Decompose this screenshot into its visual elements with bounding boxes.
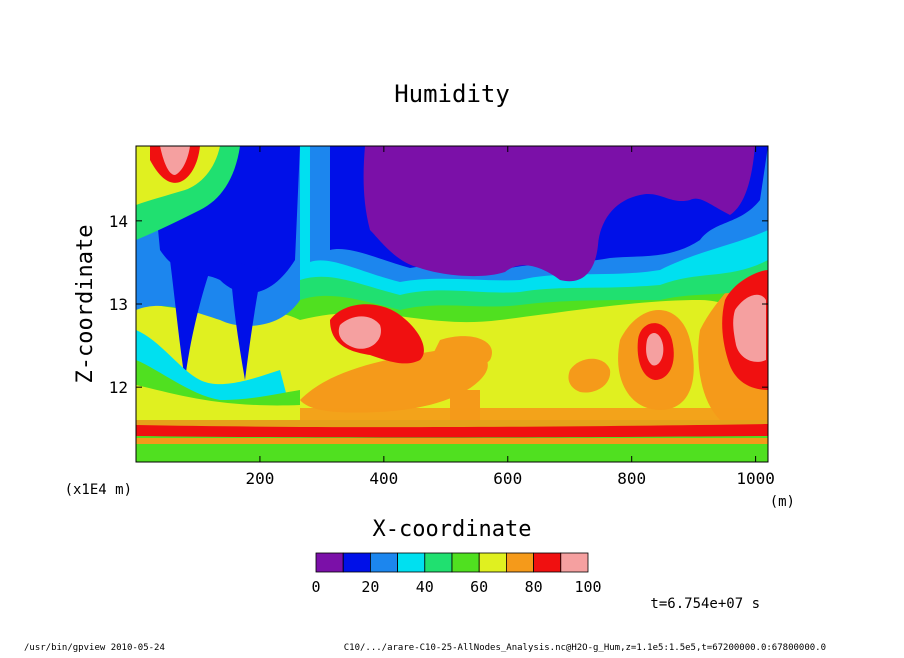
y-axis-label: Z-coordinate <box>73 225 98 384</box>
x-tick-label: 600 <box>493 469 522 488</box>
y-tick-label: 14 <box>109 212 128 231</box>
colorbar-swatch <box>342 552 371 573</box>
contour-band-orange <box>430 336 492 375</box>
y-tick-label: 12 <box>109 378 128 397</box>
footer-right: C10/.../arare-C10-25-AllNodes_Analysis.n… <box>344 643 826 653</box>
colorbar-tick-label: 20 <box>361 578 379 596</box>
contour-band-orange <box>568 358 611 393</box>
x-axis-label: X-coordinate <box>373 517 532 542</box>
colorbar-tick-label: 0 <box>311 578 320 596</box>
colorbar-tick-label: 80 <box>525 578 543 596</box>
colorbar-swatch <box>478 552 507 573</box>
colorbar-swatch <box>533 552 562 573</box>
y-scale-note: (x1E4 m) <box>65 482 132 498</box>
y-tick-label: 13 <box>109 295 128 314</box>
colorbar-tick-label: 100 <box>574 578 601 596</box>
contour-band-pink <box>733 294 766 362</box>
contour-band-red <box>136 424 768 438</box>
colorbar-swatch <box>451 552 480 573</box>
x-tick-label: 800 <box>617 469 646 488</box>
x-tick-label: 200 <box>245 469 274 488</box>
contour-band-pink <box>160 146 190 175</box>
contour-band-blue <box>170 260 210 380</box>
contour-band-yellow <box>136 385 300 420</box>
colorbar-swatch <box>315 552 344 573</box>
contour-band-pink <box>646 333 664 366</box>
colorbar-tick-label: 40 <box>416 578 434 596</box>
contour-band-pink <box>338 316 381 349</box>
contour-band-green <box>136 444 768 462</box>
footer-left: /usr/bin/gpview 2010-05-24 <box>24 643 165 653</box>
colorbar-swatch <box>397 552 426 573</box>
colorbar-tick-label: 60 <box>470 578 488 596</box>
contour-band-orange <box>136 438 768 444</box>
x-tick-label: 400 <box>369 469 398 488</box>
colorbar-swatch <box>369 552 398 573</box>
contour-band-purple <box>363 146 755 282</box>
y-axis: 12 13 14 <box>109 212 768 397</box>
colorbar-swatch <box>560 552 589 573</box>
colorbar: 0 20 40 60 80 100 <box>311 552 602 596</box>
colorbar-swatch <box>505 552 534 573</box>
colorbar-swatch <box>424 552 453 573</box>
contour-band-blue <box>230 260 262 380</box>
x-tick-label: 1000 <box>736 469 775 488</box>
humidity-contour-field <box>136 146 768 462</box>
x-unit: (m) <box>770 494 795 510</box>
chart-title: Humidity <box>394 80 510 108</box>
time-annotation: t=6.754e+07 s <box>650 596 760 612</box>
x-axis: 200 400 600 800 1000 <box>245 146 775 488</box>
